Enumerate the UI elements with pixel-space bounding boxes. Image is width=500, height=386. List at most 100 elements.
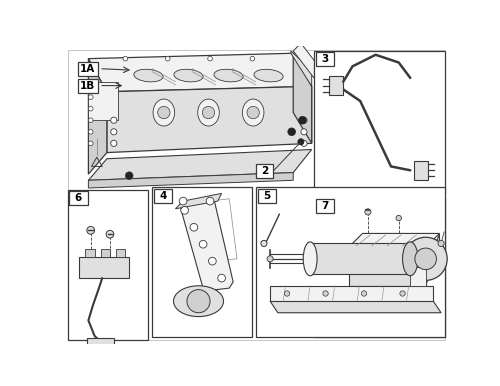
Circle shape bbox=[88, 107, 93, 111]
Circle shape bbox=[110, 140, 117, 146]
Circle shape bbox=[88, 141, 93, 146]
Bar bbox=[258, 189, 276, 203]
Polygon shape bbox=[270, 286, 434, 301]
Circle shape bbox=[87, 227, 94, 234]
Text: 6: 6 bbox=[75, 193, 82, 203]
Circle shape bbox=[123, 56, 128, 61]
Circle shape bbox=[88, 129, 93, 134]
Ellipse shape bbox=[402, 242, 418, 276]
Polygon shape bbox=[87, 338, 114, 350]
Circle shape bbox=[218, 274, 226, 282]
Bar bbox=[78, 79, 98, 93]
Text: 3: 3 bbox=[321, 54, 328, 64]
Circle shape bbox=[362, 291, 366, 296]
Circle shape bbox=[187, 290, 210, 313]
Circle shape bbox=[106, 230, 114, 238]
Polygon shape bbox=[116, 249, 126, 257]
Circle shape bbox=[415, 248, 436, 269]
Ellipse shape bbox=[174, 286, 224, 317]
Ellipse shape bbox=[134, 69, 163, 82]
Text: 2: 2 bbox=[261, 166, 268, 176]
Bar bbox=[256, 187, 445, 337]
Ellipse shape bbox=[214, 69, 243, 82]
Polygon shape bbox=[330, 76, 344, 95]
Circle shape bbox=[110, 129, 117, 135]
Polygon shape bbox=[176, 193, 222, 209]
Circle shape bbox=[200, 240, 207, 248]
Circle shape bbox=[180, 197, 187, 205]
Circle shape bbox=[247, 107, 260, 119]
Circle shape bbox=[206, 197, 214, 205]
Circle shape bbox=[288, 128, 296, 135]
Polygon shape bbox=[88, 59, 107, 174]
Circle shape bbox=[298, 117, 306, 124]
Text: 5: 5 bbox=[264, 191, 270, 201]
Circle shape bbox=[88, 83, 93, 88]
Polygon shape bbox=[291, 51, 312, 86]
Ellipse shape bbox=[174, 69, 203, 82]
Polygon shape bbox=[310, 244, 410, 274]
Ellipse shape bbox=[198, 99, 220, 126]
Circle shape bbox=[261, 240, 267, 247]
Circle shape bbox=[298, 139, 304, 145]
Bar bbox=[69, 191, 87, 205]
Text: 1A: 1A bbox=[80, 64, 95, 74]
Polygon shape bbox=[414, 161, 428, 179]
Circle shape bbox=[301, 117, 307, 123]
Bar bbox=[256, 164, 273, 178]
Polygon shape bbox=[88, 149, 312, 180]
Polygon shape bbox=[410, 267, 426, 286]
Circle shape bbox=[208, 257, 216, 265]
Circle shape bbox=[181, 207, 188, 214]
Circle shape bbox=[400, 291, 405, 296]
Circle shape bbox=[250, 56, 254, 61]
Polygon shape bbox=[88, 82, 118, 120]
Circle shape bbox=[323, 291, 328, 296]
Polygon shape bbox=[293, 43, 322, 78]
Polygon shape bbox=[426, 234, 440, 286]
Polygon shape bbox=[79, 257, 129, 278]
Polygon shape bbox=[107, 86, 312, 152]
Circle shape bbox=[365, 209, 371, 215]
Circle shape bbox=[396, 215, 402, 221]
Circle shape bbox=[301, 140, 307, 146]
Polygon shape bbox=[348, 234, 440, 247]
Circle shape bbox=[88, 95, 93, 100]
Text: 7: 7 bbox=[321, 201, 328, 211]
Circle shape bbox=[126, 172, 133, 179]
Text: 1B: 1B bbox=[80, 81, 95, 91]
Ellipse shape bbox=[303, 242, 317, 276]
Circle shape bbox=[208, 56, 212, 61]
Circle shape bbox=[202, 107, 214, 119]
Circle shape bbox=[267, 256, 273, 262]
Circle shape bbox=[301, 129, 307, 135]
Circle shape bbox=[190, 223, 198, 231]
Bar bbox=[78, 62, 98, 76]
Text: 4: 4 bbox=[160, 191, 167, 201]
Circle shape bbox=[110, 117, 117, 123]
Polygon shape bbox=[181, 199, 233, 291]
Bar bbox=[314, 197, 445, 337]
Bar bbox=[154, 189, 172, 203]
Polygon shape bbox=[348, 247, 426, 286]
Circle shape bbox=[404, 237, 447, 280]
Polygon shape bbox=[270, 301, 441, 313]
Polygon shape bbox=[88, 173, 293, 188]
Bar bbox=[316, 199, 334, 213]
Ellipse shape bbox=[254, 69, 283, 82]
Ellipse shape bbox=[242, 99, 264, 126]
Polygon shape bbox=[86, 249, 94, 257]
Bar bbox=[314, 51, 445, 193]
Circle shape bbox=[166, 56, 170, 61]
Circle shape bbox=[438, 240, 444, 247]
Bar bbox=[316, 52, 334, 66]
Bar bbox=[152, 187, 252, 337]
Polygon shape bbox=[88, 53, 312, 92]
Polygon shape bbox=[100, 249, 110, 257]
Ellipse shape bbox=[153, 99, 174, 126]
Bar bbox=[68, 190, 148, 340]
Circle shape bbox=[158, 107, 170, 119]
Circle shape bbox=[88, 118, 93, 122]
Polygon shape bbox=[293, 53, 312, 143]
Circle shape bbox=[284, 291, 290, 296]
